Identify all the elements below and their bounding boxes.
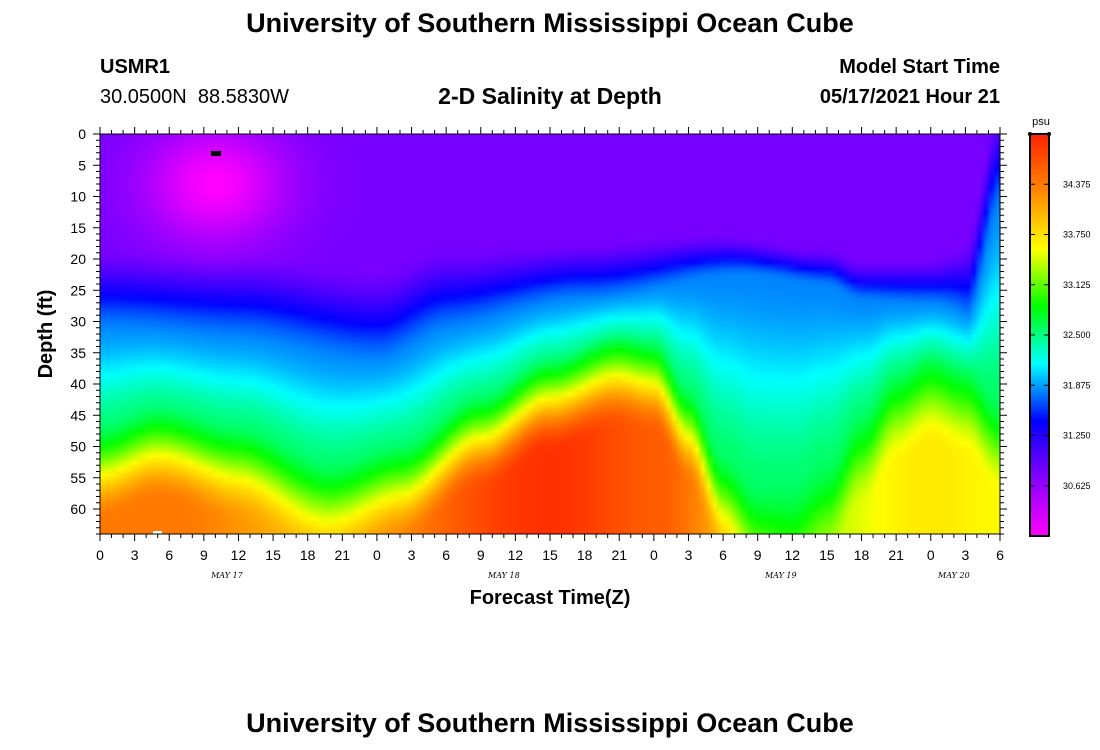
x-tick-label: 21: [888, 547, 904, 563]
x-tick-label: 15: [542, 547, 558, 563]
bottom-marker: [153, 531, 162, 534]
x-tick-label: 18: [854, 547, 870, 563]
y-tick-label: 40: [70, 376, 86, 392]
colorbar-tick-label: 33.750: [1063, 230, 1091, 240]
x-tick-label: 15: [819, 547, 835, 563]
x-tick-label: 9: [477, 547, 485, 563]
station-id: USMR1: [100, 56, 171, 78]
x-tick-label: 15: [265, 547, 281, 563]
x-tick-label: 3: [131, 547, 139, 563]
y-tick-label: 10: [70, 189, 86, 205]
x-tick-label: 6: [996, 547, 1004, 563]
x-tick-label: 3: [408, 547, 416, 563]
product-title: 2-D Salinity at Depth: [438, 83, 662, 109]
day-label: MAY 17: [210, 571, 244, 580]
x-tick-label: 6: [442, 547, 450, 563]
x-tick-label: 21: [335, 547, 351, 563]
colorbar-cap-left: [1028, 132, 1032, 136]
x-axis-title: Forecast Time(Z): [470, 587, 631, 609]
y-tick-label: 60: [70, 501, 86, 517]
y-tick-label: 35: [70, 345, 86, 361]
station-coordinates: 30.0500N 88.5830W: [100, 86, 290, 108]
model-start-value: 05/17/2021 Hour 21: [819, 86, 1000, 108]
colorbar-ticks: 30.625 31.250 31.875 32.500 33.125 33.750 34.3…: [1030, 179, 1091, 491]
x-tick-label: 18: [300, 547, 316, 563]
colorbar-tick-label: 30.625: [1063, 481, 1091, 491]
colorbar-tick-label: 32.500: [1063, 330, 1091, 340]
surface-marker: [211, 151, 221, 156]
y-tick-label: 55: [70, 470, 86, 486]
y-axis-title: Depth (ft): [35, 290, 57, 379]
y-tick-label: 50: [70, 439, 86, 455]
x-tick-label: 18: [577, 547, 593, 563]
x-tick-label: 3: [961, 547, 969, 563]
y-tick-label: 0: [78, 126, 86, 142]
y-axis: 0 5 10 15 20 25 30 35 40 45 50 55 60: [70, 126, 1007, 535]
x-tick-label: 6: [165, 547, 173, 563]
x-axis: 0 3 6 9 12 15 18 21 0 3 6 9 12 15 18 21 0 3 6 9 12 15 18 21 0 3 6: [96, 127, 1004, 563]
colorbar-unit: psu: [1032, 116, 1050, 128]
model-start-label: Model Start Time: [839, 56, 1000, 78]
day-label: MAY 19: [764, 571, 797, 580]
day-label: MAY 18: [487, 571, 520, 580]
x-tick-label: 21: [611, 547, 627, 563]
day-labels: MAY 17 MAY 18 MAY 19 MAY 20: [210, 571, 970, 580]
x-tick-label: 0: [927, 547, 935, 563]
page-title: University of Southern Mississippi Ocean…: [246, 8, 854, 38]
x-tick-label: 9: [200, 547, 208, 563]
x-tick-label: 0: [96, 547, 104, 563]
colorbar-cap-right: [1047, 132, 1051, 136]
y-tick-label: 5: [78, 157, 86, 173]
colorbar-tick-label: 34.375: [1063, 179, 1091, 189]
colorbar-tick-label: 31.250: [1063, 431, 1091, 441]
y-tick-label: 30: [70, 314, 86, 330]
x-tick-label: 12: [785, 547, 801, 563]
colorbar-tick-label: 33.125: [1063, 280, 1091, 290]
y-tick-label: 15: [70, 220, 86, 236]
heatmap-field: [100, 134, 1000, 534]
x-tick-label: 0: [650, 547, 658, 563]
y-tick-label: 45: [70, 407, 86, 423]
x-tick-label: 0: [373, 547, 381, 563]
footer-title: University of Southern Mississippi Ocean…: [246, 708, 854, 738]
x-tick-label: 9: [754, 547, 762, 563]
x-tick-label: 12: [231, 547, 247, 563]
day-label: MAY 20: [937, 571, 970, 580]
colorbar-tick-label: 31.875: [1063, 380, 1091, 390]
x-tick-label: 12: [508, 547, 524, 563]
x-tick-label: 3: [685, 547, 693, 563]
x-tick-label: 6: [719, 547, 727, 563]
y-tick-label: 20: [70, 251, 86, 267]
y-tick-label: 25: [70, 282, 86, 298]
